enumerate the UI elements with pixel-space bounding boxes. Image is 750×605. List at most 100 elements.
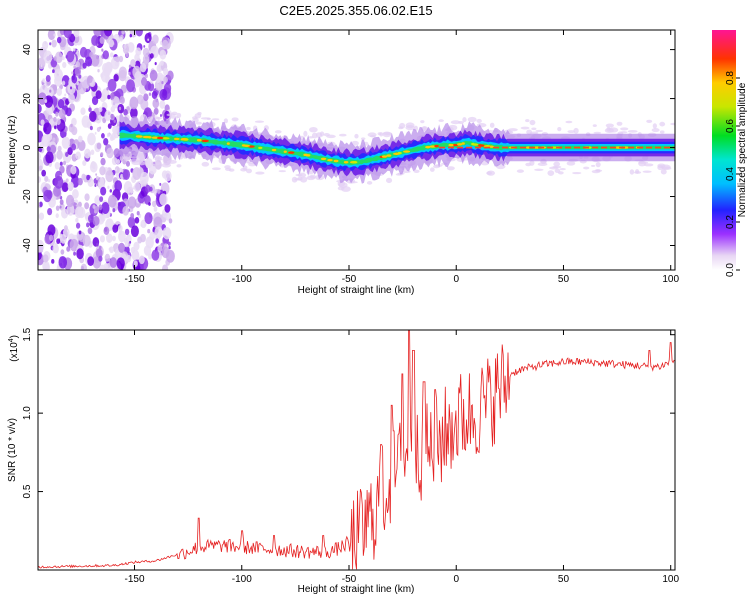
spectrogram-speckle bbox=[155, 238, 160, 244]
spectrogram-speckle bbox=[54, 68, 63, 82]
snr-x-axis-label: Height of straight line (km) bbox=[298, 584, 415, 595]
y-tick-label: 1.5 bbox=[22, 327, 33, 341]
spectrogram-hotspot bbox=[196, 139, 202, 142]
spectrogram-speckle bbox=[146, 158, 153, 168]
spectrogram-haze bbox=[462, 117, 467, 123]
spectrogram-speckle bbox=[123, 109, 128, 116]
spectrogram-speckle bbox=[74, 206, 83, 219]
spectrogram-hotspot bbox=[457, 143, 463, 146]
spectrogram-speckle bbox=[109, 92, 115, 100]
spectrogram-hotspot bbox=[343, 161, 349, 164]
spectrogram-haze bbox=[567, 130, 576, 133]
spectrogram-speckle bbox=[39, 142, 45, 149]
spectrogram-speckle bbox=[145, 73, 149, 79]
spectrogram-haze bbox=[534, 168, 544, 171]
x-tick-label: -150 bbox=[125, 274, 145, 285]
y-tick-label: -40 bbox=[22, 238, 33, 253]
spectrogram-speckle bbox=[71, 117, 77, 126]
spectrogram-haze bbox=[591, 164, 596, 167]
spectrogram-speckle bbox=[38, 57, 46, 70]
spectrogram-speckle bbox=[130, 225, 139, 238]
spectrogram-haze bbox=[161, 162, 172, 168]
spectrogram-speckle bbox=[159, 114, 163, 117]
spectrogram-haze bbox=[559, 167, 566, 171]
spectrogram-speckle bbox=[118, 230, 122, 236]
spectrogram-speckle bbox=[99, 196, 104, 202]
spectrogram-speckle bbox=[119, 95, 125, 103]
spectrogram-speckle bbox=[48, 179, 51, 183]
spectrogram-speckle bbox=[91, 96, 99, 106]
y-tick-label: 20 bbox=[22, 93, 33, 105]
spectrogram-speckle bbox=[110, 132, 116, 141]
spectrogram-haze bbox=[211, 167, 221, 171]
spectrogram-speckle bbox=[82, 234, 91, 247]
spectrogram-speckle bbox=[65, 151, 69, 157]
spectrogram-speckle bbox=[107, 94, 111, 100]
spectrogram-haze bbox=[547, 170, 555, 176]
spectrogram-speckle bbox=[114, 166, 120, 174]
spectrogram-haze bbox=[303, 130, 308, 137]
spectrogram-speckle bbox=[162, 226, 172, 240]
spectrogram-speckle bbox=[104, 253, 111, 262]
spectrogram-haze bbox=[354, 133, 359, 139]
spectrogram-speckle bbox=[126, 254, 132, 263]
spectrogram-speckle bbox=[59, 165, 65, 174]
spectrogram-panel: -150 -100 -50 0 50 100 -40 -20 0 20 40 Height of … bbox=[7, 29, 679, 296]
spectrogram-hotspot bbox=[386, 154, 392, 157]
spectrogram-speckle bbox=[149, 53, 154, 59]
spectrogram-haze bbox=[516, 169, 524, 173]
spectrogram-speckle bbox=[72, 47, 76, 52]
spectrogram-speckle bbox=[103, 262, 109, 270]
spectrogram-speckle bbox=[130, 59, 136, 68]
spectrogram-hotspot bbox=[241, 144, 246, 147]
spectrogram-haze bbox=[338, 133, 347, 137]
snr-y-axis-label: SNR (10 * v/v) bbox=[7, 418, 18, 482]
spectrogram-haze bbox=[129, 158, 139, 163]
spectrogram-speckle bbox=[113, 148, 120, 158]
spectrogram-speckle bbox=[143, 44, 146, 48]
spectrogram-haze bbox=[255, 171, 265, 175]
spectrogram-hotspot bbox=[434, 144, 439, 148]
spectrogram-speckle bbox=[69, 238, 79, 252]
spectrogram-speckle bbox=[104, 110, 112, 122]
spectrogram-hotspot bbox=[397, 151, 402, 155]
spectrogram-haze bbox=[520, 126, 530, 130]
spectrogram-speckle bbox=[106, 147, 114, 159]
spectrogram-speckle bbox=[116, 257, 125, 270]
spectrogram-speckle bbox=[76, 248, 84, 260]
spectrogram-speckle bbox=[96, 127, 101, 133]
spectrogram-speckle bbox=[39, 201, 43, 208]
spectrogram-speckle bbox=[159, 100, 166, 109]
spectrogram-haze bbox=[457, 120, 464, 124]
spectrogram-hotspot bbox=[142, 135, 151, 139]
spectrogram-speckle bbox=[38, 176, 42, 183]
spectrogram-speckle bbox=[71, 143, 77, 151]
spectrogram-haze bbox=[309, 174, 316, 179]
spectrogram-haze bbox=[240, 167, 248, 172]
x-tick-label: -100 bbox=[232, 274, 252, 285]
spectrogram-heatmap bbox=[38, 30, 675, 270]
spectrogram-haze bbox=[529, 119, 536, 126]
spectrogram-speckle bbox=[106, 86, 109, 91]
colorbar-tick-label: 0.4 bbox=[725, 167, 736, 181]
spectrogram-haze bbox=[446, 166, 455, 171]
spectrogram-speckle bbox=[117, 202, 121, 207]
spectrogram-hotspot bbox=[258, 146, 263, 150]
spectrogram-speckle bbox=[118, 242, 126, 253]
spectrogram-speckle bbox=[76, 81, 79, 86]
spectrogram-speckle bbox=[114, 180, 123, 192]
spectrogram-speckle bbox=[140, 223, 143, 227]
spectrogram-speckle bbox=[59, 199, 64, 205]
spectrogram-speckle bbox=[67, 181, 74, 191]
spectrogram-speckle bbox=[153, 216, 163, 230]
spectrogram-speckle bbox=[119, 36, 123, 42]
spectrogram-speckle bbox=[47, 207, 53, 216]
spectrogram-speckle bbox=[101, 202, 110, 214]
spectrogram-speckle bbox=[93, 30, 102, 37]
spectrogram-speckle bbox=[46, 133, 53, 141]
spectrogram-speckle bbox=[159, 182, 162, 186]
spectrogram-speckle bbox=[63, 30, 72, 39]
spectrogram-hotspot bbox=[156, 136, 164, 140]
